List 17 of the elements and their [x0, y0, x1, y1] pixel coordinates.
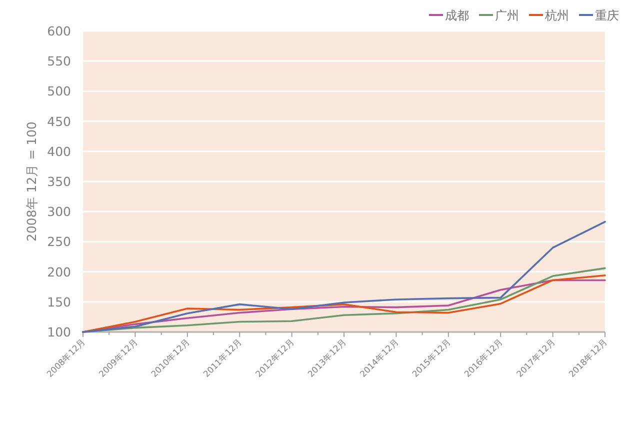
y-tick-label: 250: [47, 234, 72, 250]
y-tick-label: 350: [47, 174, 72, 189]
y-tick-label: 500: [47, 84, 72, 99]
legend-label: 杭州: [544, 8, 569, 22]
y-tick-label: 450: [47, 114, 72, 129]
y-axis-title: 2008年 12月 = 100: [24, 121, 39, 242]
y-tick-label: 100: [47, 324, 72, 340]
legend-label: 广州: [495, 8, 519, 22]
y-tick-label: 550: [47, 54, 72, 69]
y-tick-label: 200: [47, 264, 72, 280]
y-tick-label: 400: [47, 144, 72, 159]
y-tick-label: 600: [47, 24, 72, 38]
y-tick-label: 150: [47, 294, 72, 310]
y-tick-label: 300: [47, 204, 72, 220]
legend-label: 重庆: [595, 8, 619, 22]
legend-label: 成都: [445, 8, 469, 22]
line-series: [82, 220, 606, 333]
